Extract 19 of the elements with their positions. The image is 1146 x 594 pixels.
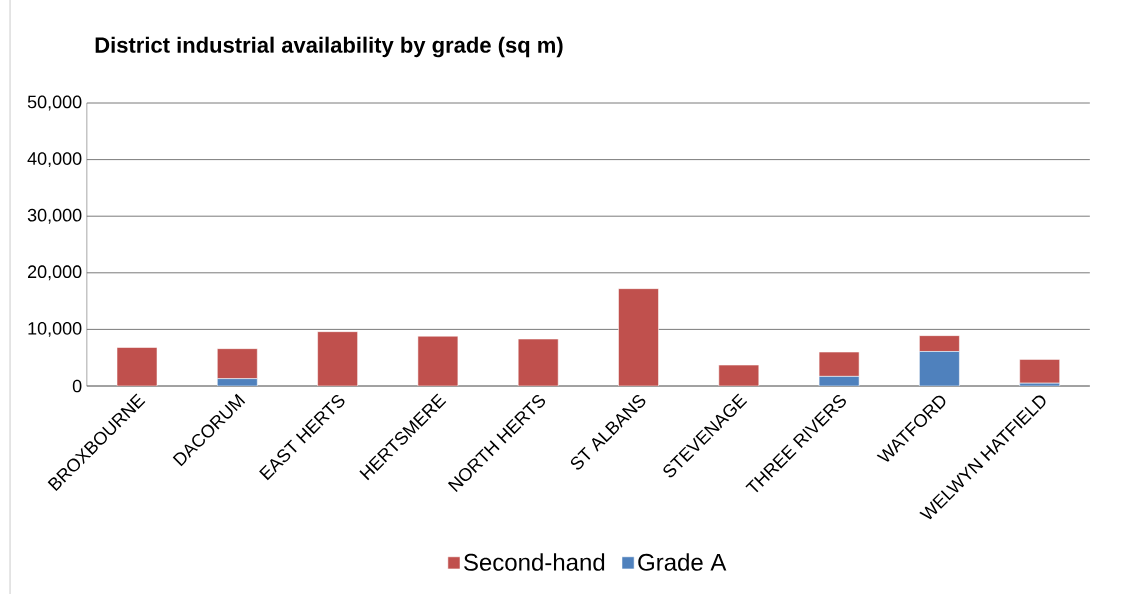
y-tick-label: 0 [72,379,82,393]
bar [517,338,559,386]
bar [919,335,960,352]
legend-label: Second-hand [464,553,605,571]
bar [317,331,358,386]
y-tick-label: 20,000 [27,265,82,281]
legend-label: Grade A [638,553,727,571]
y-tick-label: 30,000 [27,208,82,224]
y-tick-label: 50,000 [27,95,82,111]
bar [1019,359,1060,384]
y-tick-label: 10,000 [28,321,82,337]
chart-title: District industrial availability by grade (sq m) [95,36,563,58]
y-tick-label: 40,000 [27,152,82,168]
bar [618,288,659,386]
bar [217,348,258,379]
bar [417,335,459,386]
bar [919,351,960,386]
bar [818,351,860,377]
bar [116,347,158,386]
